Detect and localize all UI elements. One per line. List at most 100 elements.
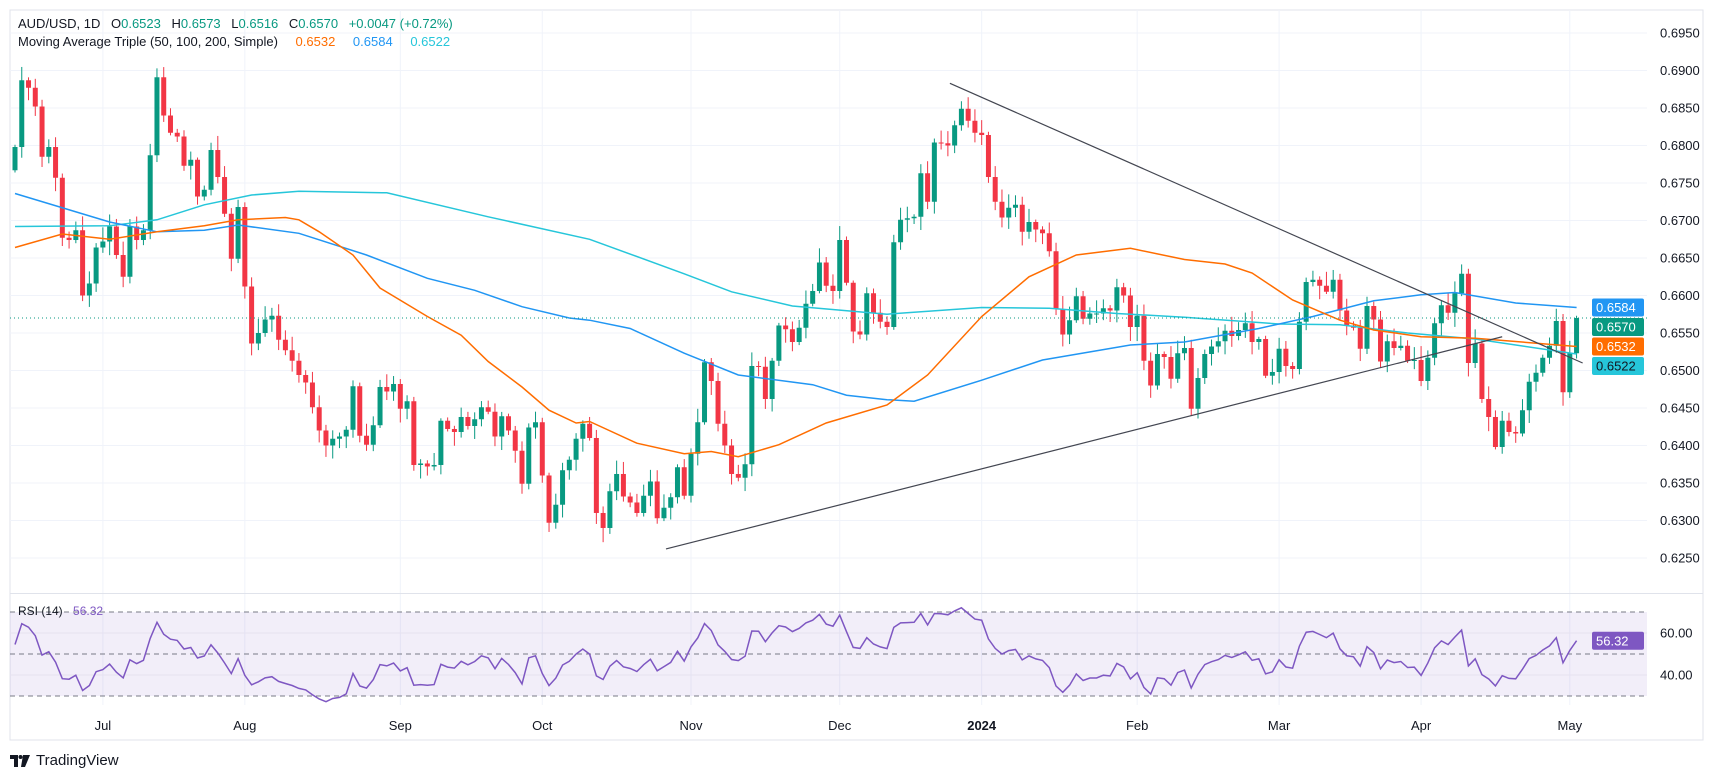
candle[interactable] xyxy=(478,401,484,427)
candle[interactable] xyxy=(181,130,187,171)
candle[interactable] xyxy=(1418,346,1424,387)
candle[interactable] xyxy=(965,97,971,128)
candle[interactable] xyxy=(722,410,728,453)
candle[interactable] xyxy=(533,411,539,439)
candle[interactable] xyxy=(303,370,309,394)
candle[interactable] xyxy=(1209,339,1215,366)
candle[interactable] xyxy=(857,320,863,340)
price-axis[interactable]: 0.6950 0.6900 0.6850 0.6800 0.6750 0.6700 0.66… xyxy=(1660,26,1700,683)
candle[interactable] xyxy=(499,411,505,451)
candle[interactable] xyxy=(593,429,599,524)
candle[interactable] xyxy=(343,426,349,449)
candle[interactable] xyxy=(1188,339,1194,416)
candle[interactable] xyxy=(1012,195,1018,218)
candle[interactable] xyxy=(1405,340,1411,364)
candle[interactable] xyxy=(715,372,721,432)
candle[interactable] xyxy=(255,318,261,351)
candle[interactable] xyxy=(127,219,133,284)
candle[interactable] xyxy=(1533,364,1539,392)
candle[interactable] xyxy=(1540,354,1546,377)
candle[interactable] xyxy=(1371,301,1377,331)
candle[interactable] xyxy=(810,283,816,307)
candle[interactable] xyxy=(228,208,234,272)
candle[interactable] xyxy=(830,274,836,304)
candle[interactable] xyxy=(512,425,518,463)
candle[interactable] xyxy=(837,226,843,299)
rsi-legend[interactable]: RSI (14) 56.32 xyxy=(18,604,103,618)
candle[interactable] xyxy=(485,400,491,415)
candle[interactable] xyxy=(1195,368,1201,419)
candle[interactable] xyxy=(1060,296,1066,347)
candle[interactable] xyxy=(201,185,207,201)
candle[interactable] xyxy=(26,77,32,101)
candle[interactable] xyxy=(411,396,417,471)
candle[interactable] xyxy=(1479,339,1485,403)
candle[interactable] xyxy=(546,472,552,532)
candle[interactable] xyxy=(154,68,160,163)
candle[interactable] xyxy=(222,166,228,217)
candle[interactable] xyxy=(979,120,985,146)
candle[interactable] xyxy=(316,395,322,443)
candle[interactable] xyxy=(1560,313,1566,406)
candle[interactable] xyxy=(898,207,904,250)
candle[interactable] xyxy=(1236,322,1242,341)
candle[interactable] xyxy=(1222,324,1228,355)
candle[interactable] xyxy=(1114,278,1120,323)
candle[interactable] xyxy=(167,108,173,136)
candle[interactable] xyxy=(789,321,795,352)
candle[interactable] xyxy=(357,382,363,443)
candle[interactable] xyxy=(871,288,877,324)
rsi-title[interactable]: RSI (14) xyxy=(18,604,63,618)
candle[interactable] xyxy=(688,448,694,503)
candle[interactable] xyxy=(120,241,126,288)
candle[interactable] xyxy=(526,423,532,490)
candle[interactable] xyxy=(12,144,18,173)
candle[interactable] xyxy=(1154,343,1160,390)
candle[interactable] xyxy=(1432,317,1438,366)
candle[interactable] xyxy=(1040,226,1046,245)
candle[interactable] xyxy=(296,353,302,383)
candle[interactable] xyxy=(1087,307,1093,325)
candle[interactable] xyxy=(1472,329,1478,368)
candle[interactable] xyxy=(1053,242,1059,316)
candle[interactable] xyxy=(242,202,248,299)
candle[interactable] xyxy=(39,99,45,167)
candle[interactable] xyxy=(1269,358,1275,385)
candle[interactable] xyxy=(1019,196,1025,246)
candle[interactable] xyxy=(560,462,566,518)
candle[interactable] xyxy=(654,470,660,524)
candle[interactable] xyxy=(1519,399,1525,437)
candle[interactable] xyxy=(174,128,180,142)
candle[interactable] xyxy=(918,164,924,230)
candle[interactable] xyxy=(695,408,701,466)
candle[interactable] xyxy=(952,120,958,154)
candle[interactable] xyxy=(607,483,613,534)
candle[interactable] xyxy=(505,413,511,436)
candle[interactable] xyxy=(53,137,59,192)
candle[interactable] xyxy=(1067,306,1073,345)
candle[interactable] xyxy=(1506,412,1512,437)
candle[interactable] xyxy=(282,330,288,356)
candle[interactable] xyxy=(1073,287,1079,323)
candle[interactable] xyxy=(1303,277,1309,331)
candle[interactable] xyxy=(776,322,782,367)
candle[interactable] xyxy=(309,371,315,414)
candle[interactable] xyxy=(999,189,1005,228)
candle[interactable] xyxy=(458,407,464,438)
candle[interactable] xyxy=(1425,350,1431,391)
tradingview-logo[interactable]: TradingView xyxy=(10,752,119,769)
candle[interactable] xyxy=(580,420,586,452)
candle[interactable] xyxy=(1526,373,1532,423)
candle[interactable] xyxy=(1249,311,1255,355)
candle[interactable] xyxy=(958,101,964,131)
candle[interactable] xyxy=(843,236,849,286)
candle[interactable] xyxy=(93,243,99,292)
candle[interactable] xyxy=(756,361,762,377)
candle[interactable] xyxy=(1438,300,1444,337)
candle[interactable] xyxy=(215,135,221,184)
candle[interactable] xyxy=(19,66,25,158)
candle[interactable] xyxy=(911,214,917,225)
candle[interactable] xyxy=(641,484,647,517)
candle[interactable] xyxy=(235,199,241,264)
